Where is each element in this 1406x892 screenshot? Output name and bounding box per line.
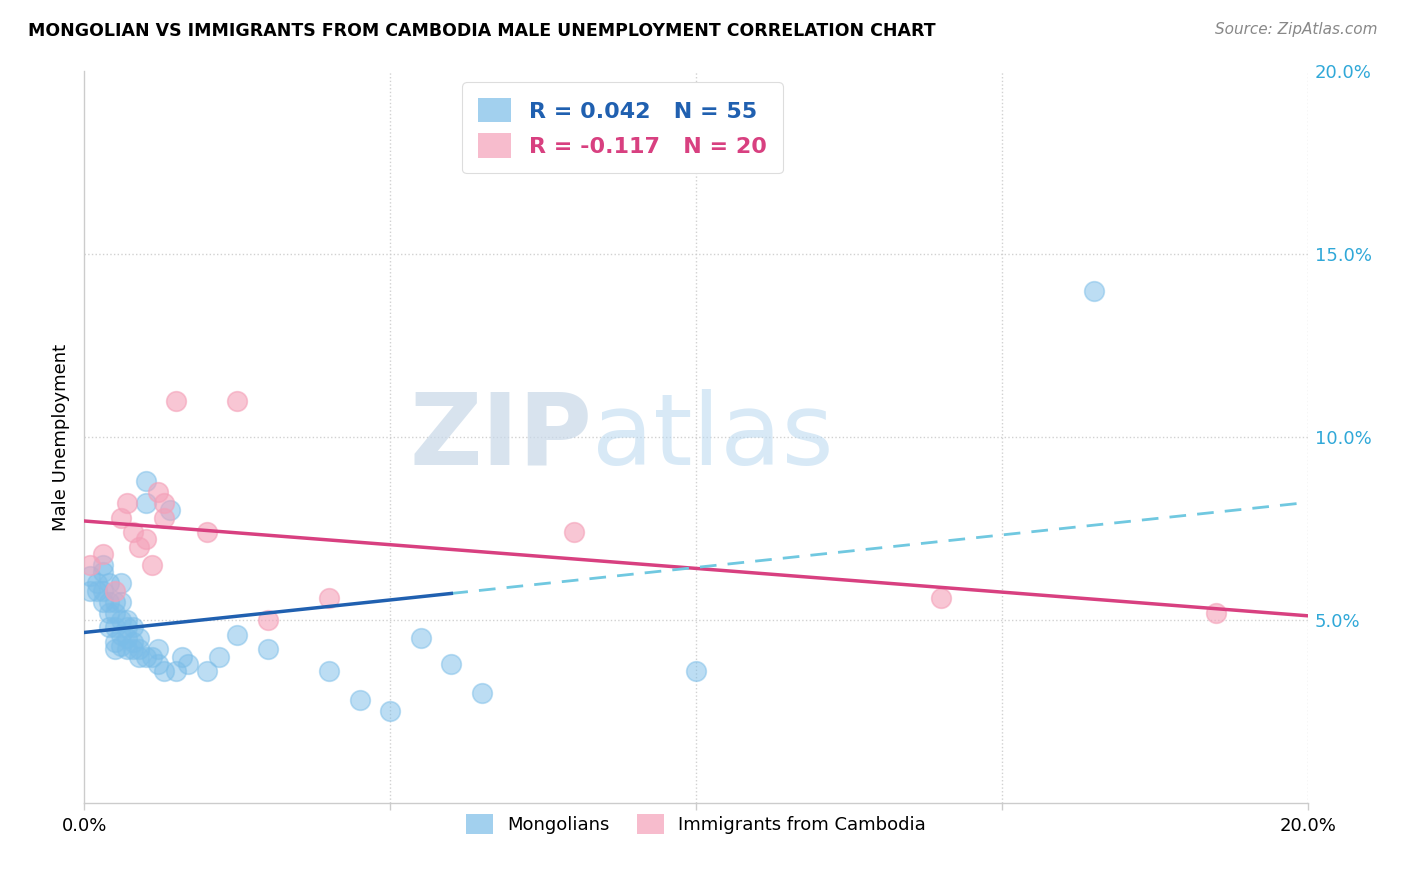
Mongolians [226,627,249,641]
Mongolians [86,576,108,591]
Mongolians [110,576,132,591]
Mongolians [91,566,114,580]
Mongolians [122,620,145,634]
Immigrants from Cambodia [135,533,157,547]
Mongolians [128,632,150,646]
Mongolians [195,664,218,678]
Mongolians [91,558,114,573]
Immigrants from Cambodia [115,496,138,510]
Text: Source: ZipAtlas.com: Source: ZipAtlas.com [1215,22,1378,37]
Mongolians [257,642,280,657]
Mongolians [141,649,163,664]
Mongolians [110,613,132,627]
Mongolians [409,632,432,646]
Immigrants from Cambodia [153,496,176,510]
Mongolians [115,613,138,627]
Mongolians [172,649,194,664]
Mongolians [440,657,463,671]
Mongolians [79,569,101,583]
Mongolians [685,664,707,678]
Mongolians [104,594,127,608]
Mongolians [122,642,145,657]
Mongolians [97,620,120,634]
Immigrants from Cambodia [318,591,340,605]
Mongolians [159,503,181,517]
Immigrants from Cambodia [165,393,187,408]
Mongolians [79,583,101,598]
Mongolians [122,635,145,649]
Mongolians [86,583,108,598]
Immigrants from Cambodia [257,613,280,627]
Mongolians [146,657,169,671]
Mongolians [177,657,200,671]
Mongolians [110,627,132,641]
Mongolians [104,606,127,620]
Y-axis label: Male Unemployment: Male Unemployment [52,343,70,531]
Immigrants from Cambodia [104,583,127,598]
Mongolians [349,693,371,707]
Mongolians [115,620,138,634]
Text: atlas: atlas [592,389,834,485]
Immigrants from Cambodia [146,485,169,500]
Immigrants from Cambodia [128,540,150,554]
Mongolians [97,594,120,608]
Mongolians [318,664,340,678]
Mongolians [91,583,114,598]
Mongolians [115,632,138,646]
Mongolians [153,664,176,678]
Mongolians [104,620,127,634]
Immigrants from Cambodia [1205,606,1227,620]
Mongolians [104,642,127,657]
Mongolians [110,594,132,608]
Immigrants from Cambodia [141,558,163,573]
Mongolians [135,474,157,488]
Mongolians [128,649,150,664]
Legend: Mongolians, Immigrants from Cambodia: Mongolians, Immigrants from Cambodia [456,804,936,845]
Mongolians [115,642,138,657]
Mongolians [135,649,157,664]
Mongolians [91,594,114,608]
Mongolians [110,639,132,653]
Mongolians [97,576,120,591]
Text: ZIP: ZIP [409,389,592,485]
Immigrants from Cambodia [91,547,114,561]
Immigrants from Cambodia [195,525,218,540]
Mongolians [135,496,157,510]
Mongolians [1083,284,1105,298]
Mongolians [97,606,120,620]
Mongolians [471,686,494,700]
Mongolians [208,649,231,664]
Immigrants from Cambodia [929,591,952,605]
Immigrants from Cambodia [110,510,132,524]
Immigrants from Cambodia [122,525,145,540]
Immigrants from Cambodia [153,510,176,524]
Mongolians [104,635,127,649]
Mongolians [165,664,187,678]
Immigrants from Cambodia [562,525,585,540]
Text: MONGOLIAN VS IMMIGRANTS FROM CAMBODIA MALE UNEMPLOYMENT CORRELATION CHART: MONGOLIAN VS IMMIGRANTS FROM CAMBODIA MA… [28,22,936,40]
Mongolians [128,642,150,657]
Mongolians [146,642,169,657]
Immigrants from Cambodia [226,393,249,408]
Mongolians [380,705,402,719]
Immigrants from Cambodia [79,558,101,573]
